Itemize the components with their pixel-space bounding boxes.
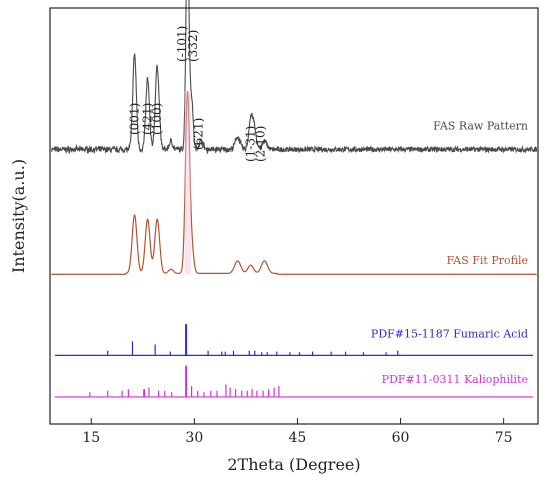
peak-label-5: (621) <box>191 118 205 150</box>
x-axis-title: 2Theta (Degree) <box>227 455 360 474</box>
peak-label-7: (2-10) <box>253 126 267 162</box>
y-axis-title: Intensity(a.u.) <box>9 159 28 273</box>
plot-frame <box>49 7 539 425</box>
peak-label-4: (332) <box>186 30 200 62</box>
x-tick-label-3: 60 <box>392 430 410 446</box>
peak-label-0: (001) <box>128 103 142 135</box>
series-line-raw-pattern <box>50 0 538 155</box>
plot-area: FAS Raw Pattern FAS Fit Profile (001) (421)… <box>50 0 538 398</box>
x-tick-label-1: 30 <box>185 430 203 446</box>
x-tick-label-2: 45 <box>289 430 307 446</box>
series-line-fit-profile <box>51 90 537 275</box>
reference-label-1: PDF#11-0311 Kaliophilite <box>382 373 528 386</box>
x-tick-label-0: 15 <box>82 430 100 446</box>
x-tick-label-4: 75 <box>495 430 513 446</box>
peak-label-2: (100) <box>150 103 164 135</box>
peak-label-1: (421) <box>141 103 155 135</box>
fit-peak-highlight <box>184 91 191 275</box>
peak-label-3: (-101) <box>175 26 189 62</box>
axes: 15 30 45 60 75 <box>49 7 539 446</box>
peak-label-6: (1-31) <box>244 126 258 162</box>
reference-label-0: PDF#15-1187 Fumaric Acid <box>371 327 528 340</box>
series-label-1: FAS Fit Profile <box>447 254 528 267</box>
series-label-0: FAS Raw Pattern <box>433 119 528 132</box>
